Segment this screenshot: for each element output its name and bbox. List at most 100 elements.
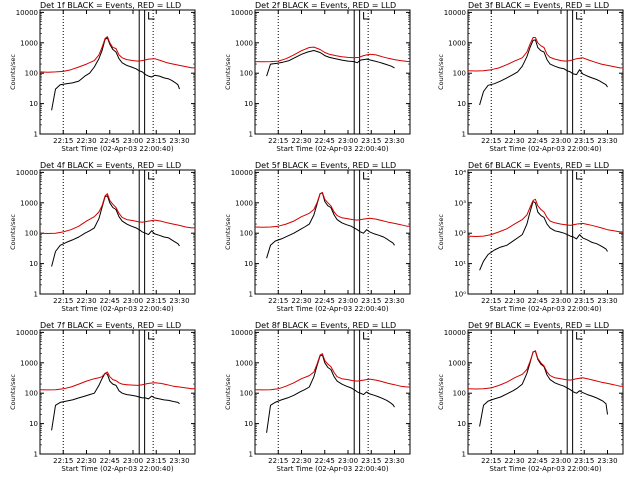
- y-tick-label: 1: [249, 451, 253, 459]
- x-tick-label: 22:30: [76, 297, 96, 305]
- y-tick-label: 10¹: [454, 260, 466, 268]
- x-tick-label: 23:30: [597, 457, 617, 465]
- y-tick-label: 1000: [448, 359, 466, 367]
- x-tick-label: 23:30: [169, 297, 189, 305]
- x-tick-label: 23:00: [123, 457, 143, 465]
- x-tick-label: 22:45: [528, 137, 548, 145]
- y-tick-label: 10000: [444, 9, 466, 17]
- x-tick-label: 23:30: [384, 137, 404, 145]
- lld-series-line: [467, 37, 623, 72]
- x-tick-label: 22:45: [315, 457, 335, 465]
- x-tick-label: 23:15: [146, 137, 166, 145]
- events-series-line: [51, 372, 180, 431]
- y-tick-label: 10²: [454, 230, 466, 238]
- x-tick-label: 23:00: [123, 137, 143, 145]
- events-series-line: [479, 201, 608, 271]
- time-bracket-mark: [148, 172, 155, 180]
- x-tick-label: 23:30: [597, 137, 617, 145]
- events-series-line: [266, 354, 395, 433]
- y-tick-label: 1000: [235, 199, 253, 207]
- lld-series-line: [39, 371, 195, 391]
- time-bracket-mark: [576, 12, 583, 20]
- x-tick-label: 22:30: [291, 457, 311, 465]
- plot-frame: [39, 329, 196, 455]
- x-tick-label: 22:15: [53, 137, 73, 145]
- y-tick-label: 10: [244, 100, 253, 108]
- x-axis-label: Start Time (02-Apr-03 22:00:40): [489, 305, 601, 313]
- panel-title: Det 4f BLACK = Events, RED = LLD: [40, 161, 181, 170]
- y-tick-label: 100: [25, 70, 38, 78]
- panel-1: Det 1f BLACK = Events, RED = LLD 1 10 100 10…: [9, 1, 196, 153]
- lld-series-line: [467, 198, 623, 237]
- x-tick-label: 23:00: [338, 457, 358, 465]
- panel-title: Det 8f BLACK = Events, RED = LLD: [255, 321, 396, 330]
- y-tick-label: 1000: [20, 199, 38, 207]
- x-tick-label: 23:15: [146, 297, 166, 305]
- lld-series-line: [467, 350, 623, 390]
- lld-series-line: [254, 46, 411, 63]
- time-bracket-mark: [576, 172, 583, 180]
- y-tick-label: 10: [244, 420, 253, 428]
- y-axis-label: Counts/sec: [9, 374, 17, 410]
- y-tick-label: 1000: [235, 359, 253, 367]
- x-axis-label: Start Time (02-Apr-03 22:00:40): [276, 145, 388, 153]
- x-tick-label: 23:00: [338, 297, 358, 305]
- plot-frame: [254, 169, 411, 295]
- lld-series-line: [254, 353, 410, 391]
- y-tick-label: 1: [34, 291, 38, 299]
- y-tick-label: 1: [249, 131, 253, 139]
- x-tick-label: 23:00: [551, 137, 571, 145]
- plot-frame: [254, 9, 411, 135]
- x-tick-label: 22:15: [481, 137, 501, 145]
- x-tick-label: 22:15: [481, 297, 501, 305]
- y-tick-label: 100: [453, 70, 466, 78]
- x-axis-label: Start Time (02-Apr-03 22:00:40): [489, 465, 601, 473]
- lld-series-line: [254, 191, 410, 228]
- y-tick-label: 1000: [448, 39, 466, 47]
- panel-title: Det 7f BLACK = Events, RED = LLD: [40, 321, 181, 330]
- x-axis-label: Start Time (02-Apr-03 22:00:40): [276, 305, 388, 313]
- y-tick-label: 10: [29, 260, 38, 268]
- y-tick-label: 10: [29, 420, 38, 428]
- y-tick-label: 100: [453, 390, 466, 398]
- events-series-line: [266, 192, 395, 259]
- x-tick-label: 22:45: [100, 297, 120, 305]
- x-tick-label: 23:15: [146, 457, 166, 465]
- x-tick-label: 23:00: [551, 297, 571, 305]
- y-tick-label: 100: [25, 390, 38, 398]
- lld-series-line: [39, 36, 195, 73]
- plot-frame: [39, 169, 196, 295]
- x-tick-label: 23:15: [574, 137, 594, 145]
- y-axis-label: Counts/sec: [437, 54, 445, 90]
- x-tick-label: 23:30: [169, 137, 189, 145]
- x-tick-label: 23:00: [338, 137, 358, 145]
- events-series-line: [479, 39, 608, 106]
- y-tick-label: 10: [457, 100, 466, 108]
- x-tick-label: 23:00: [551, 457, 571, 465]
- y-tick-label: 1: [462, 451, 466, 459]
- plot-frame: [254, 329, 411, 455]
- y-tick-label: 10000: [16, 9, 38, 17]
- y-axis-label: Counts/sec: [224, 214, 232, 250]
- time-bracket-mark: [148, 332, 155, 340]
- x-tick-label: 23:30: [384, 457, 404, 465]
- time-bracket-mark: [576, 332, 583, 340]
- y-tick-label: 10000: [231, 9, 253, 17]
- x-tick-label: 22:15: [268, 137, 288, 145]
- x-axis-label: Start Time (02-Apr-03 22:00:40): [61, 465, 173, 473]
- x-tick-label: 22:15: [268, 297, 288, 305]
- time-bracket-mark: [363, 332, 370, 340]
- y-tick-label: 1000: [235, 39, 253, 47]
- panel-5: Det 5f BLACK = Events, RED = LLD 1 10 100 10…: [224, 161, 411, 313]
- y-tick-label: 10⁴: [454, 169, 466, 177]
- x-tick-label: 22:45: [100, 457, 120, 465]
- y-tick-label: 1: [34, 131, 38, 139]
- x-tick-label: 22:15: [268, 457, 288, 465]
- y-axis-label: Counts/sec: [9, 54, 17, 90]
- x-tick-label: 23:15: [361, 457, 381, 465]
- x-tick-label: 23:15: [361, 297, 381, 305]
- y-tick-label: 10⁰: [454, 291, 466, 299]
- x-axis-label: Start Time (02-Apr-03 22:00:40): [489, 145, 601, 153]
- time-bracket-mark: [148, 12, 155, 20]
- events-series-line: [266, 50, 395, 77]
